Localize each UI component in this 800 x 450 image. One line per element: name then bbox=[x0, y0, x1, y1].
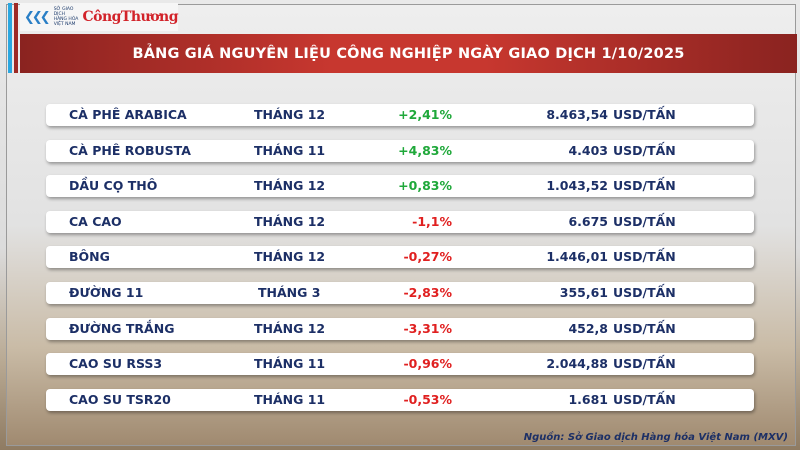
price-change: -0,96% bbox=[403, 356, 452, 372]
price-value: 1.681 bbox=[568, 391, 608, 407]
contract-month: THÁNG 11 bbox=[254, 142, 326, 158]
accent-stripe-blue bbox=[8, 3, 12, 73]
contract-month: THÁNG 11 bbox=[254, 391, 326, 407]
price-change: +0,83% bbox=[398, 178, 452, 194]
commodity-name: DẦU CỌ THÔ bbox=[69, 178, 158, 194]
commodity-name: ĐƯỜNG TRẮNG bbox=[69, 320, 175, 336]
table-row: DẦU CỌ THÔ THÁNG 12 +0,83% 1.043,52 USD/TẤN bbox=[46, 175, 754, 198]
commodity-name: BÔNG bbox=[69, 249, 110, 265]
price-value: 1.043,52 bbox=[546, 178, 608, 194]
price-unit: USD/TẤN bbox=[613, 391, 676, 407]
table-row: BÔNG THÁNG 12 -0,27% 1.446,01 USD/TẤN bbox=[46, 246, 754, 269]
price-value: 8.463,54 bbox=[546, 107, 608, 122]
table-row: CA CAO THÁNG 12 -1,1% 6.675 USD/TẤN bbox=[46, 210, 754, 233]
commodity-name: CÀ PHÊ ROBUSTA bbox=[69, 142, 191, 158]
price-unit: USD/TẤN bbox=[613, 142, 676, 158]
contract-month: THÁNG 11 bbox=[254, 356, 326, 372]
price-change: -2,83% bbox=[403, 285, 452, 300]
title-banner: BẢNG GIÁ NGUYÊN LIỆU CÔNG NGHIỆP NGÀY GI… bbox=[20, 34, 797, 73]
table-row: ĐƯỜNG TRẮNG THÁNG 12 -3,31% 452,8 USD/TẤN bbox=[46, 317, 754, 340]
page-title: BẢNG GIÁ NGUYÊN LIỆU CÔNG NGHIỆP NGÀY GI… bbox=[132, 45, 685, 62]
brand-logo: CôngThương bbox=[82, 9, 178, 25]
price-unit: USD/TẤN bbox=[613, 107, 676, 122]
contract-month: THÁNG 12 bbox=[254, 178, 326, 194]
commodity-name: CAO SU TSR20 bbox=[69, 391, 171, 407]
price-change: +2,41% bbox=[398, 107, 452, 122]
contract-month: THÁNG 12 bbox=[254, 107, 326, 122]
contract-month: THÁNG 12 bbox=[254, 249, 326, 265]
price-unit: USD/TẤN bbox=[613, 356, 676, 372]
price-value: 6.675 bbox=[568, 213, 608, 229]
table-row: ĐƯỜNG 11 THÁNG 3 -2,83% 355,61 USD/TẤN bbox=[46, 282, 754, 304]
price-unit: USD/TẤN bbox=[613, 285, 676, 300]
price-unit: USD/TẤN bbox=[613, 213, 676, 229]
price-value: 355,61 bbox=[559, 285, 608, 300]
logo-bar: ❮❮❮ SỞ GIAO DỊCH HÀNG HÓA VIỆT NAM CôngT… bbox=[20, 3, 178, 31]
contract-month: THÁNG 3 bbox=[258, 285, 321, 300]
mxv-logo-icon: ❮❮❮ bbox=[24, 9, 51, 25]
commodity-name: CA CAO bbox=[69, 213, 122, 229]
commodity-name: CÀ PHÊ ARABICA bbox=[69, 107, 187, 122]
accent-stripe-red bbox=[14, 3, 18, 73]
source-note: Nguồn: Sở Giao dịch Hàng hóa Việt Nam (M… bbox=[523, 432, 788, 443]
price-value: 1.446,01 bbox=[546, 249, 608, 265]
table-row: CAO SU TSR20 THÁNG 11 -0,53% 1.681 USD/TẤN bbox=[46, 388, 754, 411]
price-unit: USD/TẤN bbox=[613, 320, 676, 336]
contract-month: THÁNG 12 bbox=[254, 320, 326, 336]
price-value: 452,8 bbox=[568, 320, 608, 336]
price-unit: USD/TẤN bbox=[613, 249, 676, 265]
table-row: CAO SU RSS3 THÁNG 11 -0,96% 2.044,88 USD/TẤN bbox=[46, 353, 754, 376]
price-value: 2.044,88 bbox=[546, 356, 608, 372]
contract-month: THÁNG 12 bbox=[254, 213, 326, 229]
commodity-name: CAO SU RSS3 bbox=[69, 356, 163, 372]
table-row: CÀ PHÊ ARABICA THÁNG 12 +2,41% 8.463,54 USD/… bbox=[46, 104, 754, 126]
price-change: -1,1% bbox=[412, 213, 452, 229]
price-change: -3,31% bbox=[403, 320, 452, 336]
commodity-name: ĐƯỜNG 11 bbox=[69, 285, 144, 300]
exchange-logo-text: SỞ GIAO DỊCH HÀNG HÓA VIỆT NAM bbox=[53, 7, 79, 27]
price-value: 4.403 bbox=[568, 142, 608, 158]
price-change: -0,27% bbox=[403, 249, 452, 265]
price-unit: USD/TẤN bbox=[613, 178, 676, 194]
table-row: CÀ PHÊ ROBUSTA THÁNG 11 +4,83% 4.403 USD/TẤN bbox=[46, 139, 754, 162]
price-change: -0,53% bbox=[403, 391, 452, 407]
price-change: +4,83% bbox=[398, 142, 452, 158]
